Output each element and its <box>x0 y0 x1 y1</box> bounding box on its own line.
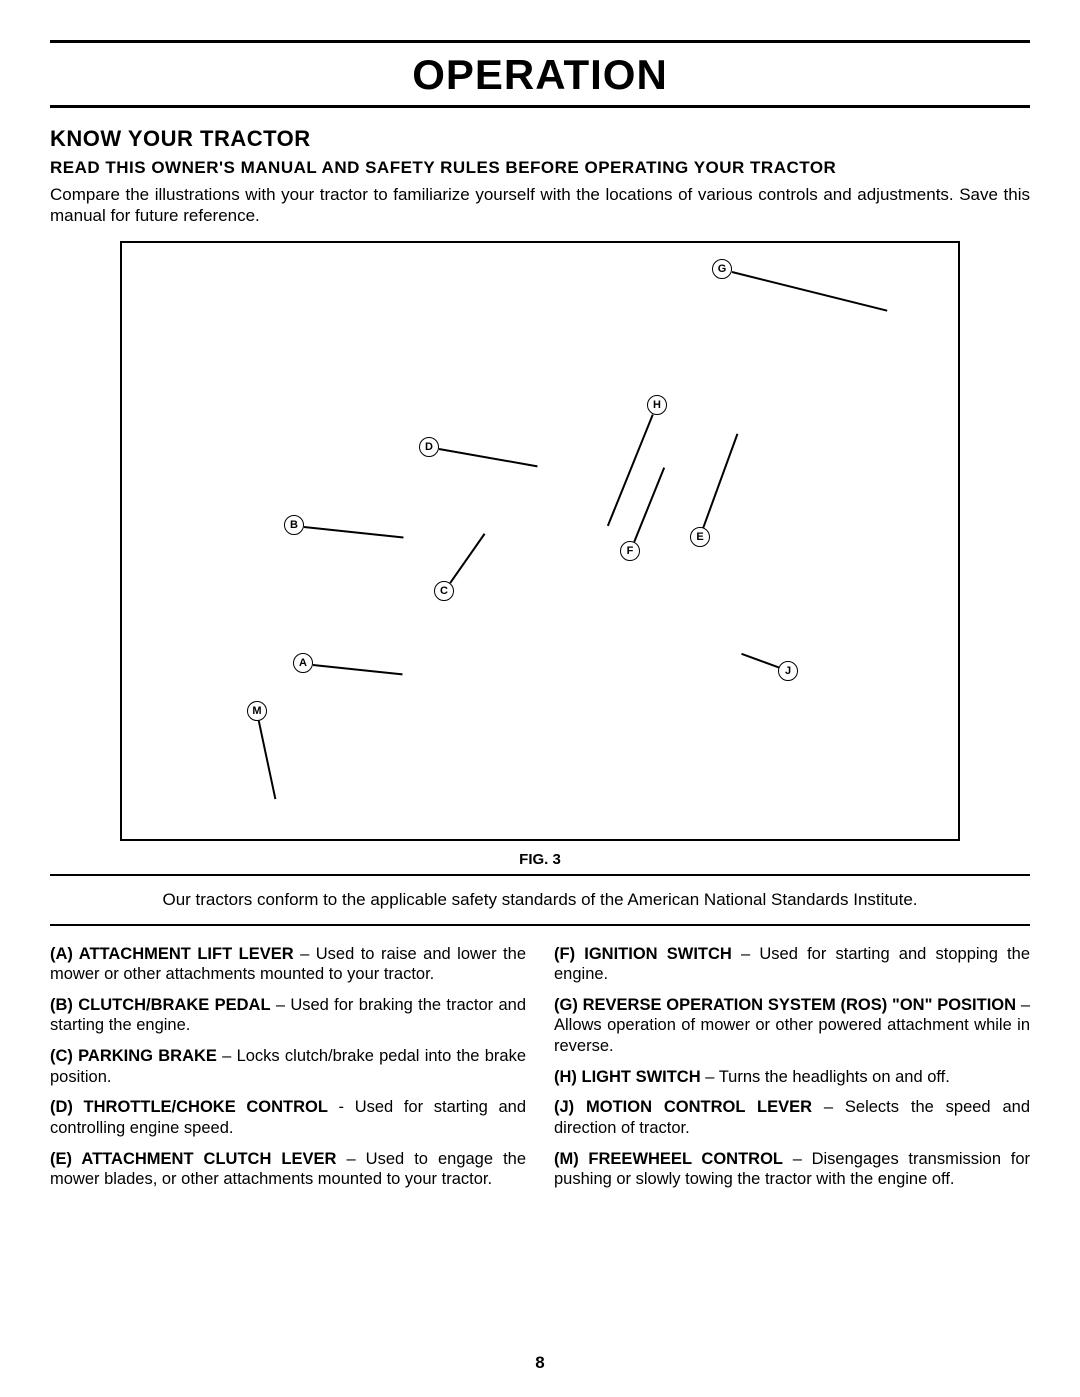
callout-line-a <box>313 664 403 675</box>
control-label: (E) ATTACHMENT CLUTCH LEVER <box>50 1150 336 1168</box>
control-item: (G) REVERSE OPERATION SYSTEM (ROS) "ON" … <box>554 995 1030 1057</box>
control-item: (D) THROTTLE/CHOKE CONTROL - Used for st… <box>50 1097 526 1138</box>
page-number: 8 <box>0 1353 1080 1373</box>
callout-line-j <box>741 653 779 668</box>
callout-label-g: G <box>712 259 732 279</box>
control-label: (A) ATTACHMENT LIFT LEVER <box>50 945 294 963</box>
control-desc: – Turns the headlights on and off. <box>701 1068 950 1086</box>
figure-caption: FIG. 3 <box>50 851 1030 868</box>
control-label: (J) MOTION CONTROL LEVER <box>554 1098 812 1116</box>
controls-left-column: (A) ATTACHMENT LIFT LEVER – Used to rais… <box>50 944 526 1200</box>
callout-label-m: M <box>247 701 267 721</box>
callout-line-c <box>449 533 485 583</box>
callout-line-e <box>703 434 739 528</box>
callout-label-d: D <box>419 437 439 457</box>
control-item: (E) ATTACHMENT CLUTCH LEVER – Used to en… <box>50 1149 526 1190</box>
title-bottom-rule <box>50 105 1030 108</box>
control-item: (B) CLUTCH/BRAKE PEDAL – Used for brakin… <box>50 995 526 1036</box>
callout-label-e: E <box>690 527 710 547</box>
callout-line-m <box>258 721 276 800</box>
page-title: OPERATION <box>50 51 1030 99</box>
intro-text: Compare the illustrations with your trac… <box>50 184 1030 227</box>
callout-label-b: B <box>284 515 304 535</box>
callout-line-f <box>633 468 664 543</box>
controls-right-column: (F) IGNITION SWITCH – Used for starting … <box>554 944 1030 1200</box>
control-label: (G) REVERSE OPERATION SYSTEM (ROS) "ON" … <box>554 996 1016 1014</box>
control-item: (J) MOTION CONTROL LEVER – Selects the s… <box>554 1097 1030 1138</box>
top-rule <box>50 40 1030 43</box>
callout-label-f: F <box>620 541 640 561</box>
control-item: (C) PARKING BRAKE – Locks clutch/brake p… <box>50 1046 526 1087</box>
callout-label-j: J <box>778 661 798 681</box>
callout-line-d <box>439 448 538 467</box>
control-item: (M) FREEWHEEL CONTROL – Disengages trans… <box>554 1149 1030 1190</box>
control-label: (B) CLUTCH/BRAKE PEDAL <box>50 996 271 1014</box>
control-label: (M) FREEWHEEL CONTROL <box>554 1150 783 1168</box>
tractor-diagram: G H D B F E C A J M <box>120 241 960 841</box>
callout-label-c: C <box>434 581 454 601</box>
subsection-heading: READ THIS OWNER'S MANUAL AND SAFETY RULE… <box>50 158 1030 178</box>
control-item: (A) ATTACHMENT LIFT LEVER – Used to rais… <box>50 944 526 985</box>
fig-rule-2 <box>50 924 1030 926</box>
callout-label-h: H <box>647 395 667 415</box>
control-label: (H) LIGHT SWITCH <box>554 1068 701 1086</box>
callout-label-a: A <box>293 653 313 673</box>
fig-rule-1 <box>50 874 1030 876</box>
callout-line-g <box>732 271 888 311</box>
control-label: (C) PARKING BRAKE <box>50 1047 217 1065</box>
callout-line-b <box>304 526 404 538</box>
control-item: (H) LIGHT SWITCH – Turns the headlights … <box>554 1067 1030 1088</box>
control-label: (D) THROTTLE/CHOKE CONTROL <box>50 1098 328 1116</box>
control-item: (F) IGNITION SWITCH – Used for starting … <box>554 944 1030 985</box>
controls-columns: (A) ATTACHMENT LIFT LEVER – Used to rais… <box>50 944 1030 1200</box>
section-title: KNOW YOUR TRACTOR <box>50 126 1030 152</box>
control-label: (F) IGNITION SWITCH <box>554 945 732 963</box>
standards-note: Our tractors conform to the applicable s… <box>50 890 1030 910</box>
